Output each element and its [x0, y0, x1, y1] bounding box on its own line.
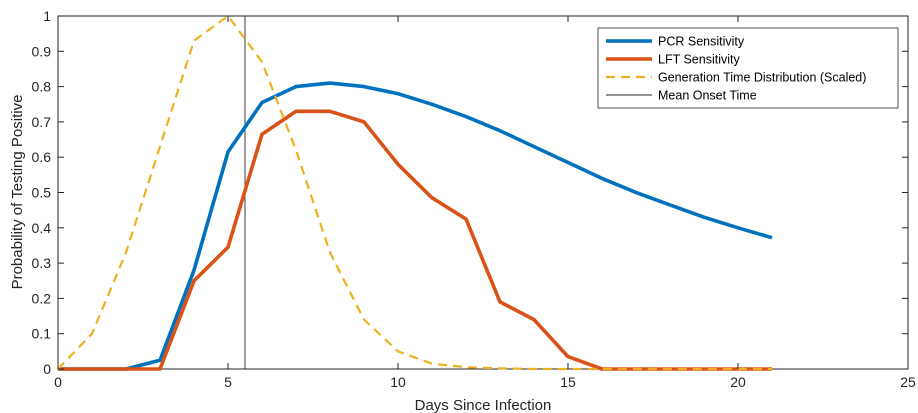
y-tick-label: 0.3: [32, 255, 52, 271]
legend-label: PCR Sensitivity: [658, 35, 745, 49]
x-tick-label: 20: [730, 374, 746, 390]
legend: PCR Sensitivity LFT Sensitivity Generation…: [597, 27, 899, 109]
y-tick-label: 0.4: [32, 220, 52, 236]
y-tick-label: 1: [43, 8, 51, 24]
legend-label: Mean Onset Time: [658, 89, 757, 103]
x-tick-label: 5: [224, 374, 232, 390]
y-tick-label: 0.2: [32, 290, 52, 306]
x-tick-label: 15: [560, 374, 576, 390]
y-tick-label: 0.5: [32, 185, 52, 201]
x-tick-label: 10: [390, 374, 406, 390]
plot-area: [57, 14, 909, 371]
axis-ticks: 0 5 10 15 20 25 0 0.1 0.2 0.3 0.4 0.5 0.6 0.7 0.8 0.9 1: [32, 8, 916, 390]
y-tick-label: 0.1: [32, 326, 52, 342]
y-tick-label: 0.6: [32, 149, 52, 165]
series-line-lft-sensitivity: [58, 109, 772, 371]
y-tick-label: 0.7: [32, 114, 52, 130]
y-tick-label: 0.9: [32, 43, 52, 59]
series-line-generation-time-distribution-scaled: [57, 14, 772, 371]
series-line-pcr-sensitivity: [58, 81, 773, 371]
legend-label: Generation Time Distribution (Scaled): [658, 71, 866, 85]
y-tick-label: 0.8: [32, 79, 52, 95]
y-axis-title: Probability of Testing Positive: [9, 95, 26, 290]
x-tick-label: 25: [900, 374, 916, 390]
x-axis-title: Days Since Infection: [415, 397, 552, 413]
x-tick-label: 0: [54, 374, 62, 390]
y-tick-label: 0: [43, 361, 51, 377]
legend-label: LFT Sensitivity: [658, 53, 740, 67]
